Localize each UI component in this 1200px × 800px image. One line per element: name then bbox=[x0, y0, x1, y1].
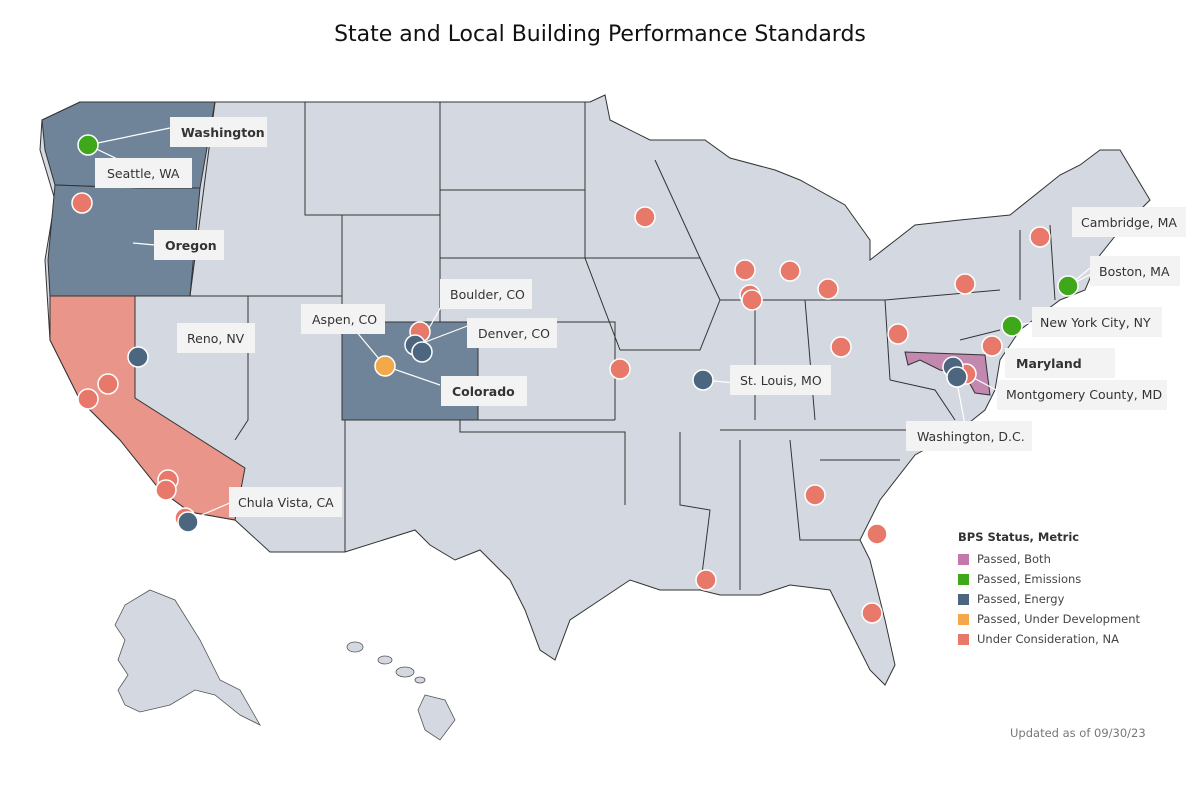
marker bbox=[634, 206, 656, 228]
us-outline bbox=[39, 94, 1151, 686]
marker bbox=[177, 511, 199, 533]
legend-item-emissions: Passed, Emissions bbox=[958, 569, 1140, 589]
legend: BPS Status, Metric Passed, Both Passed, … bbox=[958, 530, 1140, 649]
svg-text:Colorado: Colorado bbox=[452, 384, 515, 399]
svg-text:Cambridge, MA: Cambridge, MA bbox=[1081, 215, 1177, 230]
marker bbox=[954, 273, 976, 295]
svg-text:Seattle, WA: Seattle, WA bbox=[107, 166, 180, 181]
markers-under-consideration bbox=[71, 192, 1051, 624]
label-oregon: Oregon bbox=[154, 230, 224, 260]
legend-swatch bbox=[958, 553, 969, 565]
label-aspen: Aspen, CO bbox=[301, 304, 385, 334]
marker bbox=[741, 289, 763, 311]
label-montgomery: Montgomery County, MD bbox=[997, 380, 1167, 410]
legend-item-both: Passed, Both bbox=[958, 549, 1140, 569]
label-chula-vista: Chula Vista, CA bbox=[229, 487, 342, 517]
svg-text:Boston, MA: Boston, MA bbox=[1099, 264, 1170, 279]
page-title: State and Local Building Performance Sta… bbox=[334, 22, 866, 47]
marker bbox=[77, 388, 99, 410]
svg-text:Washington, D.C.: Washington, D.C. bbox=[917, 429, 1025, 444]
svg-text:St. Louis, MO: St. Louis, MO bbox=[740, 373, 822, 388]
marker bbox=[374, 355, 396, 377]
svg-text:Washington: Washington bbox=[181, 125, 265, 140]
marker bbox=[866, 523, 888, 545]
legend-title: BPS Status, Metric bbox=[958, 530, 1080, 544]
markers-energy bbox=[127, 334, 968, 533]
marker bbox=[734, 259, 756, 281]
svg-text:Aspen, CO: Aspen, CO bbox=[312, 312, 377, 327]
legend-swatch bbox=[958, 613, 969, 625]
legend-item-under-consideration: Under Consideration, NA bbox=[958, 629, 1140, 649]
svg-text:Denver, CO: Denver, CO bbox=[478, 326, 550, 341]
updated-note: Updated as of 09/30/23 bbox=[1010, 726, 1146, 740]
label-reno: Reno, NV bbox=[177, 323, 255, 353]
svg-text:Reno, NV: Reno, NV bbox=[187, 331, 245, 346]
label-maryland: Maryland bbox=[1005, 348, 1115, 378]
svg-text:New York City, NY: New York City, NY bbox=[1040, 315, 1151, 330]
marker bbox=[127, 346, 149, 368]
label-nyc: New York City, NY bbox=[1032, 307, 1162, 337]
svg-text:Chula Vista, CA: Chula Vista, CA bbox=[238, 495, 334, 510]
svg-text:Maryland: Maryland bbox=[1016, 356, 1082, 371]
label-colorado: Colorado bbox=[441, 376, 527, 406]
legend-item-energy: Passed, Energy bbox=[958, 589, 1140, 609]
marker bbox=[692, 369, 714, 391]
marker bbox=[1057, 275, 1079, 297]
marker bbox=[97, 373, 119, 395]
legend-swatch bbox=[958, 593, 969, 605]
marker bbox=[804, 484, 826, 506]
svg-text:Boulder, CO: Boulder, CO bbox=[450, 287, 525, 302]
marker bbox=[1029, 226, 1051, 248]
marker bbox=[77, 134, 99, 156]
marker bbox=[71, 192, 93, 214]
label-denver: Denver, CO bbox=[467, 318, 557, 348]
alaska bbox=[114, 589, 262, 726]
label-cambridge: Cambridge, MA bbox=[1072, 207, 1186, 237]
marker bbox=[411, 341, 433, 363]
marker bbox=[695, 569, 717, 591]
svg-text:Montgomery County, MD: Montgomery County, MD bbox=[1006, 387, 1162, 402]
label-boston: Boston, MA bbox=[1090, 256, 1180, 286]
legend-swatch bbox=[958, 633, 969, 645]
marker bbox=[946, 366, 968, 388]
legend-swatch bbox=[958, 573, 969, 585]
hawaii bbox=[346, 641, 456, 741]
marker bbox=[1001, 315, 1023, 337]
marker bbox=[830, 336, 852, 358]
marker bbox=[609, 358, 631, 380]
legend-item-under-development: Passed, Under Development bbox=[958, 609, 1140, 629]
markers-under-development bbox=[374, 355, 396, 377]
markers-emissions bbox=[77, 134, 1079, 337]
marker bbox=[887, 323, 909, 345]
label-seattle: Seattle, WA bbox=[95, 158, 192, 188]
label-dc: Washington, D.C. bbox=[906, 421, 1032, 451]
label-st-louis: St. Louis, MO bbox=[730, 365, 831, 395]
label-washington: Washington bbox=[170, 117, 267, 147]
marker bbox=[981, 335, 1003, 357]
marker bbox=[779, 260, 801, 282]
svg-text:Oregon: Oregon bbox=[165, 238, 217, 253]
map-labels: Washington Seattle, WA Oregon Reno, NV A… bbox=[95, 117, 1186, 517]
label-boulder: Boulder, CO bbox=[440, 279, 532, 309]
marker bbox=[817, 278, 839, 300]
marker bbox=[861, 602, 883, 624]
marker bbox=[155, 479, 177, 501]
